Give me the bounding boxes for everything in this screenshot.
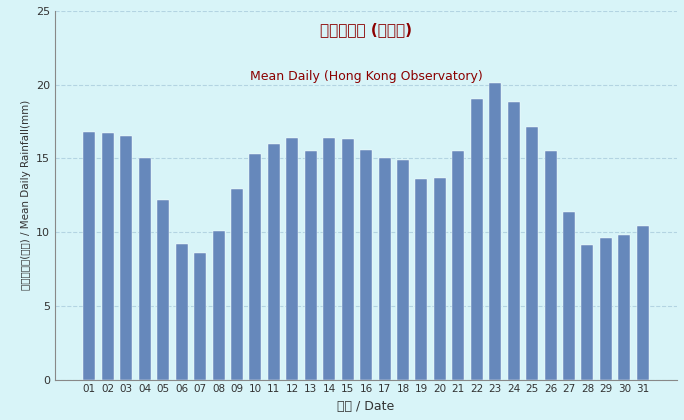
Bar [434, 178, 446, 380]
Bar [452, 151, 464, 380]
Bar [637, 226, 649, 380]
Bar [397, 160, 409, 380]
Bar [544, 151, 557, 380]
Bar [157, 200, 169, 380]
Bar [268, 144, 280, 380]
Bar [324, 138, 335, 380]
Bar [139, 158, 150, 380]
Bar [508, 102, 520, 380]
Bar [194, 253, 206, 380]
Bar [342, 139, 354, 380]
Bar [360, 150, 372, 380]
Bar [581, 245, 594, 380]
Bar [526, 127, 538, 380]
X-axis label: 日期 / Date: 日期 / Date [337, 400, 395, 413]
Y-axis label: 平均日雨量(毫米) / Mean Daily Rainfall(mm): 平均日雨量(毫米) / Mean Daily Rainfall(mm) [21, 100, 31, 290]
Bar [618, 235, 631, 380]
Text: Mean Daily (Hong Kong Observatory): Mean Daily (Hong Kong Observatory) [250, 70, 482, 83]
Bar [213, 231, 224, 380]
Bar [231, 189, 243, 380]
Bar [102, 134, 114, 380]
Bar [287, 138, 298, 380]
Bar [563, 212, 575, 380]
Bar [83, 132, 96, 380]
Bar [120, 136, 132, 380]
Bar [305, 151, 317, 380]
Bar [250, 154, 261, 380]
Bar [489, 83, 501, 380]
Text: 平均日雨量 (天文台): 平均日雨量 (天文台) [320, 22, 412, 37]
Bar [378, 158, 391, 380]
Bar [600, 238, 612, 380]
Bar [415, 179, 428, 380]
Bar [471, 100, 483, 380]
Bar [176, 244, 187, 380]
